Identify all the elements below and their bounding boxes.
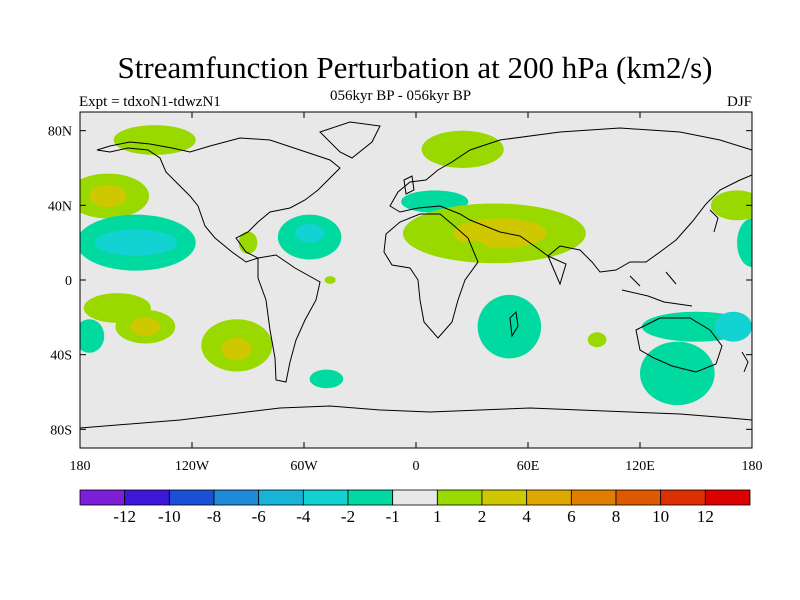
- colorbar-label: 8: [612, 507, 621, 526]
- x-tick-label: 120E: [625, 459, 655, 474]
- anomaly-region: [89, 184, 127, 208]
- colorbar-swatch: [347, 489, 394, 506]
- x-tick-label: 60E: [517, 459, 540, 474]
- y-tick-label: 40S: [50, 349, 72, 364]
- coastlines: [80, 121, 752, 429]
- colorbar-swatch: [481, 489, 528, 506]
- y-tick-label: 0: [65, 274, 72, 289]
- colorbar-swatch: [302, 489, 349, 506]
- colorbar-swatch: [436, 489, 483, 506]
- map-title: Streamfunction Perturbation at 200 hPa (…: [117, 50, 713, 85]
- colorbar: -12 -10 -8 -6 -4 -2 -1 1 2 4 6 8 10 12: [79, 489, 751, 526]
- anomaly-region: [453, 218, 547, 249]
- colorbar-label: 4: [522, 507, 531, 526]
- colorbar-label: -2: [341, 507, 355, 526]
- period-label: 056kyr BP - 056kyr BP: [330, 88, 472, 104]
- y-tick-label: 40N: [48, 199, 72, 214]
- colorbar-label: -8: [207, 507, 221, 526]
- anomaly-region: [714, 311, 752, 342]
- colorbar-label: -12: [113, 507, 136, 526]
- colorbar-swatch: [526, 489, 572, 506]
- colorbar-swatch: [79, 489, 126, 506]
- anomaly-region: [309, 369, 344, 389]
- colorbar-swatch: [660, 489, 706, 506]
- colorbar-label: -6: [252, 507, 266, 526]
- anomaly-region: [640, 341, 715, 406]
- colorbar-swatch: [168, 489, 215, 506]
- x-tick-label: 0: [413, 459, 420, 474]
- plot-area: [79, 111, 753, 449]
- experiment-label: Expt = tdxoN1-tdwzN1: [79, 94, 221, 110]
- anomaly-layer: [80, 125, 752, 406]
- colorbar-label: -1: [386, 507, 400, 526]
- colorbar-swatch: [704, 489, 751, 506]
- colorbar-label: 6: [567, 507, 576, 526]
- y-tick-label: 80N: [48, 125, 72, 140]
- anomaly-region: [587, 332, 607, 348]
- x-tick-label: 60W: [290, 459, 318, 474]
- map-background: [80, 112, 752, 448]
- anomaly-region: [80, 319, 105, 353]
- colorbar-label: -4: [296, 507, 311, 526]
- anomaly-region: [737, 218, 752, 267]
- colorbar-label: 10: [652, 507, 669, 526]
- season-label: DJF: [726, 94, 752, 110]
- colorbar-swatch: [615, 489, 662, 506]
- anomaly-region: [221, 337, 252, 361]
- y-axis: 80N 40N 0 40S 80S: [48, 125, 752, 438]
- colorbar-swatch: [258, 489, 304, 506]
- anomaly-region: [324, 276, 336, 284]
- x-tick-label: 120W: [175, 459, 210, 474]
- colorbar-swatch: [124, 489, 170, 506]
- y-tick-label: 80S: [50, 423, 72, 438]
- anomaly-region: [294, 224, 325, 243]
- anomaly-region: [421, 130, 504, 168]
- colorbar-label: 2: [478, 507, 487, 526]
- x-tick-label: 180: [70, 459, 91, 474]
- anomaly-region: [710, 190, 752, 221]
- x-axis: 180 120W 60W 0 60E 120E 180: [70, 112, 763, 474]
- anomaly-region: [94, 229, 178, 256]
- colorbar-label: -10: [158, 507, 181, 526]
- colorbar-swatch: [213, 489, 260, 506]
- colorbar-label: 12: [697, 507, 714, 526]
- anomaly-region: [477, 294, 542, 359]
- anomaly-region: [113, 125, 196, 155]
- colorbar-swatch: [570, 489, 617, 506]
- x-tick-label: 180: [742, 459, 763, 474]
- colorbar-swatch: [392, 489, 438, 506]
- colorbar-label: 1: [433, 507, 442, 526]
- anomaly-region: [130, 317, 161, 336]
